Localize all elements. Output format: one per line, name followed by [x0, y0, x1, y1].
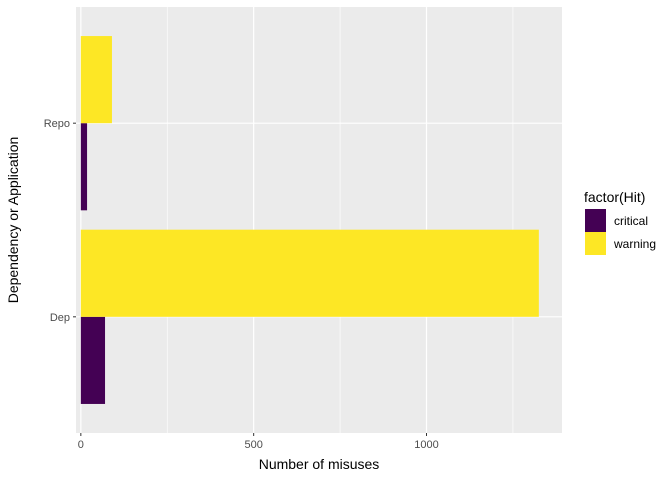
- legend-label-warning: warning: [613, 237, 656, 251]
- x-axis-title: Number of misuses: [259, 456, 380, 472]
- bar-dep-critical: [80, 316, 106, 404]
- legend-key-warning: [585, 232, 606, 255]
- legend: factor(Hit) critical warning: [584, 189, 656, 255]
- x-axis: 0 500 1000: [78, 433, 439, 451]
- y-axis: Dep Repo: [44, 118, 76, 324]
- bar-repo-critical: [80, 123, 88, 211]
- y-tick-label: Dep: [50, 312, 70, 324]
- bars: [80, 36, 539, 404]
- bar-repo-warning: [80, 36, 112, 124]
- legend-key-critical: [585, 209, 606, 232]
- x-tick-label: 1000: [414, 439, 438, 451]
- legend-label-critical: critical: [614, 214, 648, 228]
- panel-background: [76, 7, 562, 433]
- bar-dep-warning: [80, 229, 539, 317]
- legend-title: factor(Hit): [584, 189, 645, 205]
- x-tick-label: 0: [78, 439, 84, 451]
- x-tick-label: 500: [244, 439, 262, 451]
- y-axis-title: Dependency or Application: [5, 137, 21, 304]
- minor-gridlines: [166, 7, 514, 433]
- y-tick-label: Repo: [44, 118, 70, 130]
